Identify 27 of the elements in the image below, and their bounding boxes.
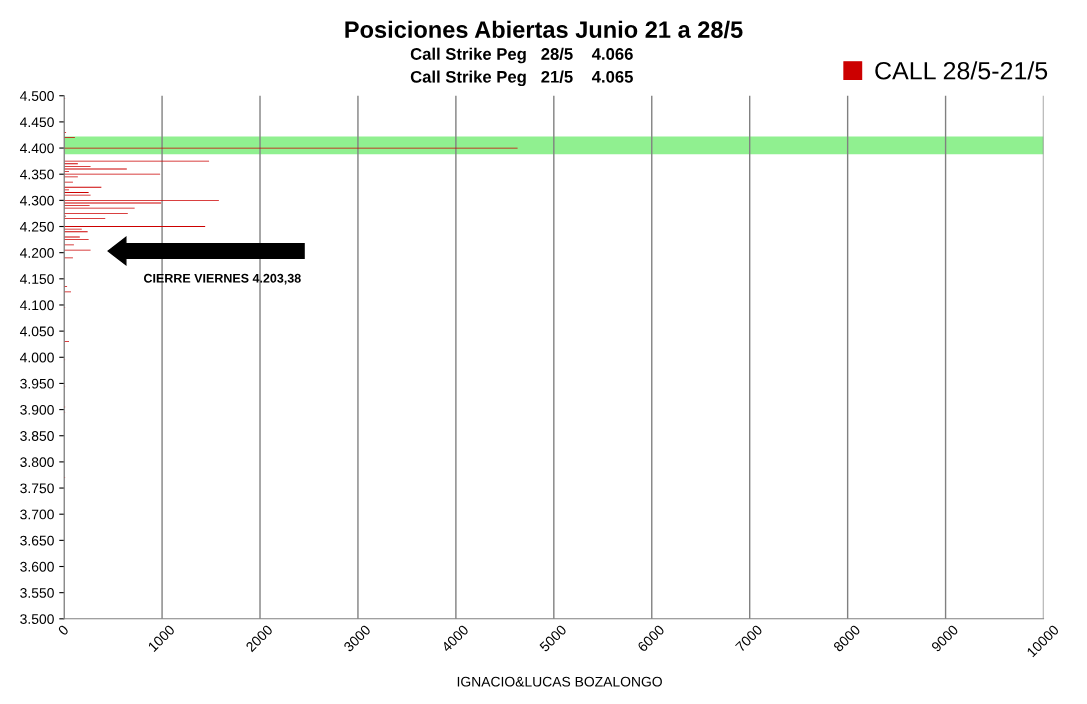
chart-title: Posiciones Abiertas Junio 21 a 28/5 bbox=[345, 20, 743, 39]
y-tick-label: 3.650 bbox=[20, 535, 54, 546]
y-tick-label: 3.750 bbox=[20, 483, 54, 494]
y-tick-label: 4.350 bbox=[19, 169, 54, 180]
y-tick-label: 3.850 bbox=[20, 431, 54, 441]
y-tick-label: 4.200 bbox=[19, 248, 54, 258]
y-tick-label: 3.700 bbox=[20, 509, 54, 520]
y-tick-label: 4.100 bbox=[19, 300, 54, 311]
legend-label: CALL 28/5-21/5 bbox=[875, 61, 1048, 80]
chart-subtitle: Call Strike Peg 28/5 4.066 Call Strike Peg 21/5 4.065 bbox=[410, 47, 633, 87]
y-tick-label: 4.400 bbox=[19, 143, 54, 154]
y-tick-label: 3.500 bbox=[20, 614, 54, 624]
y-tick-label: 4.000 bbox=[19, 352, 54, 363]
y-tick-label: 3.800 bbox=[20, 457, 54, 468]
text: IGNACIO&LUCAS BOZALONGO bbox=[457, 676, 662, 687]
y-tick-label: 4.150 bbox=[19, 274, 54, 284]
y-tick-label: 4.250 bbox=[19, 221, 54, 232]
y-tick-label: 3.950 bbox=[20, 378, 54, 389]
y-tick-label: 4.450 bbox=[19, 117, 54, 128]
x-tick-label: 0 bbox=[57, 624, 70, 636]
y-tick-label: 3.550 bbox=[20, 588, 54, 598]
y-tick-label: 3.900 bbox=[20, 404, 54, 415]
y-tick-label: 3.600 bbox=[20, 561, 54, 572]
y-tick-label: 4.500 bbox=[19, 91, 54, 101]
y-tick-label: 4.050 bbox=[19, 326, 54, 337]
annotation: CIERRE VIERNES 4.203,38 bbox=[143, 273, 301, 285]
y-tick-label: 4.300 bbox=[19, 195, 54, 206]
